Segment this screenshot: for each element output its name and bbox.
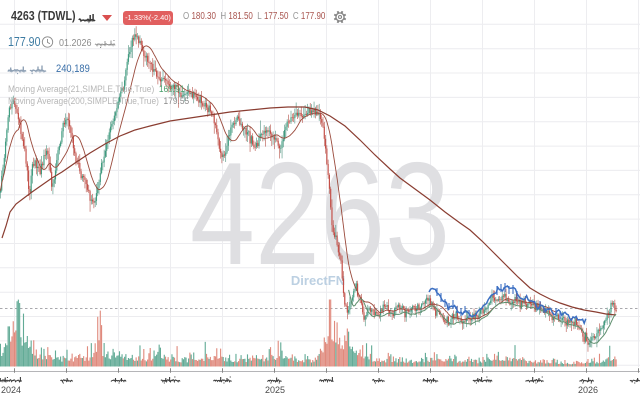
svg-text:DirectFN: DirectFN — [291, 273, 345, 288]
svg-text:4263: 4263 — [190, 133, 450, 296]
